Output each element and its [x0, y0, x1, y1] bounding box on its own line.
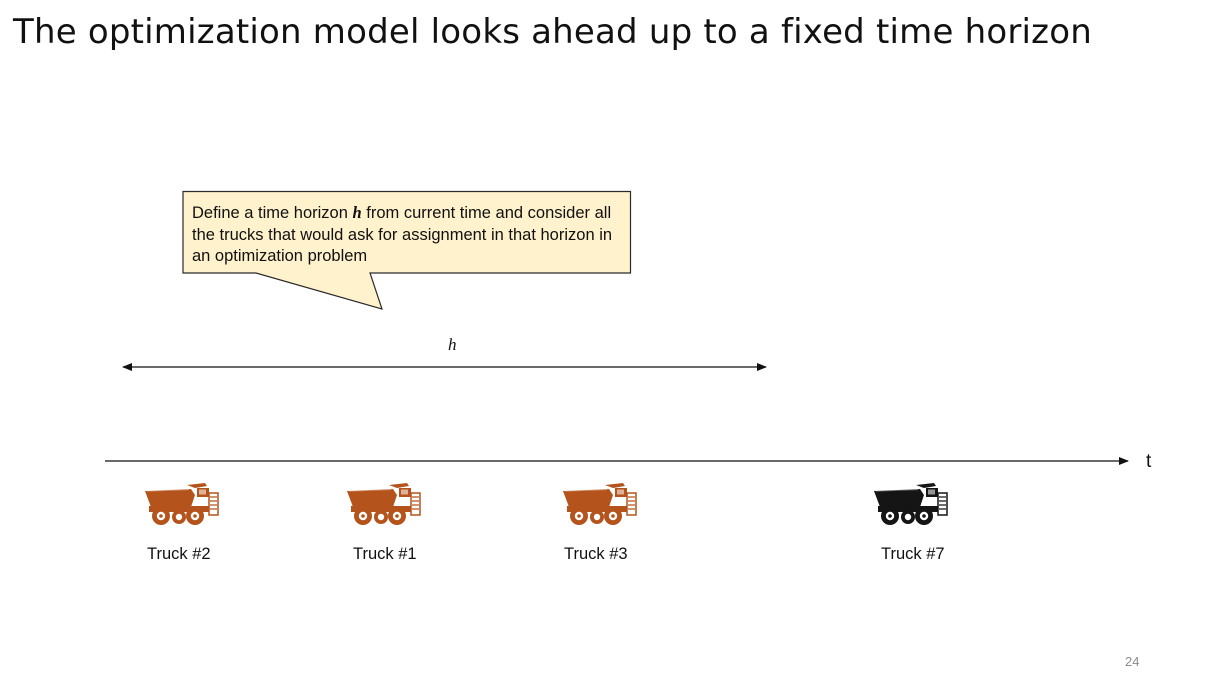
horizon-label: h [448, 335, 457, 354]
dump-truck-icon [873, 482, 948, 526]
dump-truck-icon [144, 482, 219, 526]
callout-text: Define a time horizon h from current tim… [192, 202, 622, 268]
callout-text-after: from current time and consider all the t… [192, 204, 613, 265]
callout-box [182, 190, 632, 310]
truck-label: Truck #7 [881, 545, 945, 563]
truck-label: Truck #1 [353, 545, 417, 563]
dump-truck-icon [562, 482, 637, 526]
slide-title: The optimization model looks ahead up to… [13, 12, 1092, 52]
callout-text-before: Define a time horizon [192, 204, 353, 222]
truck-label: Truck #3 [564, 545, 628, 563]
truck-label: Truck #2 [147, 545, 211, 563]
timeline-label: t [1146, 451, 1152, 472]
page-number: 24 [1125, 654, 1140, 669]
dump-truck-icon [346, 482, 421, 526]
callout-emphasis-h: h [352, 203, 362, 222]
